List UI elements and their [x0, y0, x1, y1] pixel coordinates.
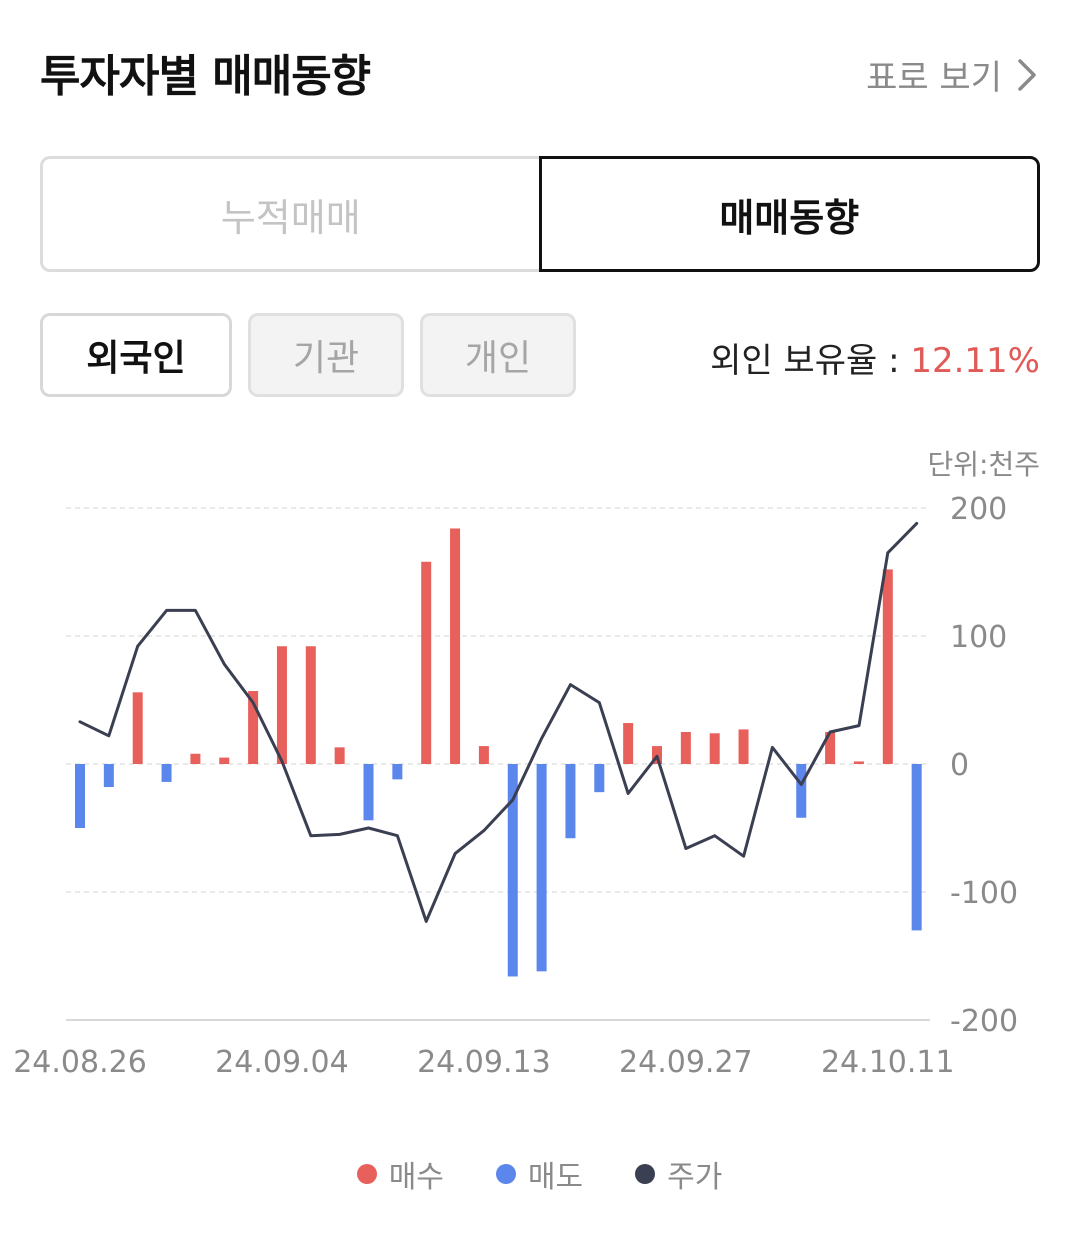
buy-bar [738, 729, 749, 764]
sell-bar [796, 764, 807, 818]
buy-bar [709, 733, 720, 764]
tab-institution[interactable]: 기관 [248, 313, 404, 397]
legend-item-sell: 매도 [495, 1152, 584, 1196]
sell-bar [911, 764, 922, 931]
tab-foreign[interactable]: 외국인 [40, 313, 232, 397]
y-tick-label: -200 [950, 1004, 1018, 1039]
legend-label-sell: 매도 [527, 1160, 584, 1195]
legend-swatch-buy [356, 1164, 377, 1184]
buy-bar [190, 753, 201, 764]
price-line [78, 521, 919, 923]
foreign-ownership-label: 외인 보유율 : [710, 341, 911, 381]
legend-item-price: 주가 [635, 1152, 722, 1196]
x-tick-label: 24.08.26 [13, 1045, 147, 1080]
sell-bar [565, 764, 576, 839]
buy-bar [853, 761, 864, 764]
legend-swatch-sell [495, 1164, 516, 1184]
foreign-ownership: 외인 보유율 : 12.11% [710, 333, 1040, 382]
buy-bar [623, 723, 634, 764]
tab-individual[interactable]: 개인 [420, 313, 576, 397]
buy-bar [478, 746, 489, 764]
legend-item-buy: 매수 [356, 1152, 444, 1196]
unit-label: 단위:천주 [927, 448, 1040, 481]
y-tick-label: 100 [950, 620, 1007, 655]
view-table-link[interactable]: 표로 보기 [866, 50, 1040, 99]
buy-bar [421, 561, 432, 764]
view-mode-segmented-control: 누적매매 매매동향 [40, 156, 1040, 272]
sell-bar [103, 764, 114, 788]
sell-bar [507, 764, 518, 977]
buy-bar [680, 732, 691, 764]
sell-bar [161, 764, 172, 782]
y-tick-label: 200 [950, 492, 1007, 527]
sell-bar [594, 764, 605, 793]
buy-bar [219, 757, 230, 764]
legend-label-price: 주가 [667, 1160, 723, 1195]
buy-bar [276, 646, 287, 764]
x-tick-label: 24.09.13 [417, 1045, 551, 1080]
buy-bar [305, 646, 316, 764]
chevron-right-icon [1018, 58, 1036, 91]
legend-swatch-price [635, 1164, 656, 1184]
buy-bar [132, 692, 143, 764]
sell-bar [363, 764, 374, 821]
y-tick-label: -100 [950, 876, 1018, 911]
legend-label-buy: 매수 [388, 1160, 444, 1195]
view-table-label: 표로 보기 [866, 58, 1002, 98]
x-tick-label: 24.10.11 [821, 1045, 955, 1080]
sell-bar [75, 764, 85, 828]
buy-bar [450, 528, 461, 764]
foreign-ownership-value: 12.11% [910, 341, 1040, 381]
buy-bar [882, 569, 893, 764]
segment-cumulative[interactable]: 누적매매 [40, 156, 539, 272]
buy-bar [825, 732, 836, 764]
y-tick-label: 0 [950, 748, 969, 783]
header: 투자자별 매매동향 표로 보기 [40, 40, 1040, 102]
sell-bar [536, 764, 547, 972]
sell-bar [392, 764, 403, 780]
buy-bar [334, 747, 345, 764]
trading-trend-chart: 200 100 0 -100 -200 24.08.26 24.09.04 24.09.13 2… [13, 492, 1018, 1080]
x-tick-label: 24.09.27 [619, 1045, 753, 1080]
segment-trend[interactable]: 매매동향 [538, 156, 1040, 272]
investor-tabs: 외국인 기관 개인 [40, 313, 576, 397]
buy-bar [248, 691, 259, 764]
page-title: 투자자별 매매동향 [40, 51, 371, 102]
legend: 매수 매도 주가 [0, 1152, 1079, 1196]
x-tick-label: 24.09.04 [215, 1045, 349, 1080]
